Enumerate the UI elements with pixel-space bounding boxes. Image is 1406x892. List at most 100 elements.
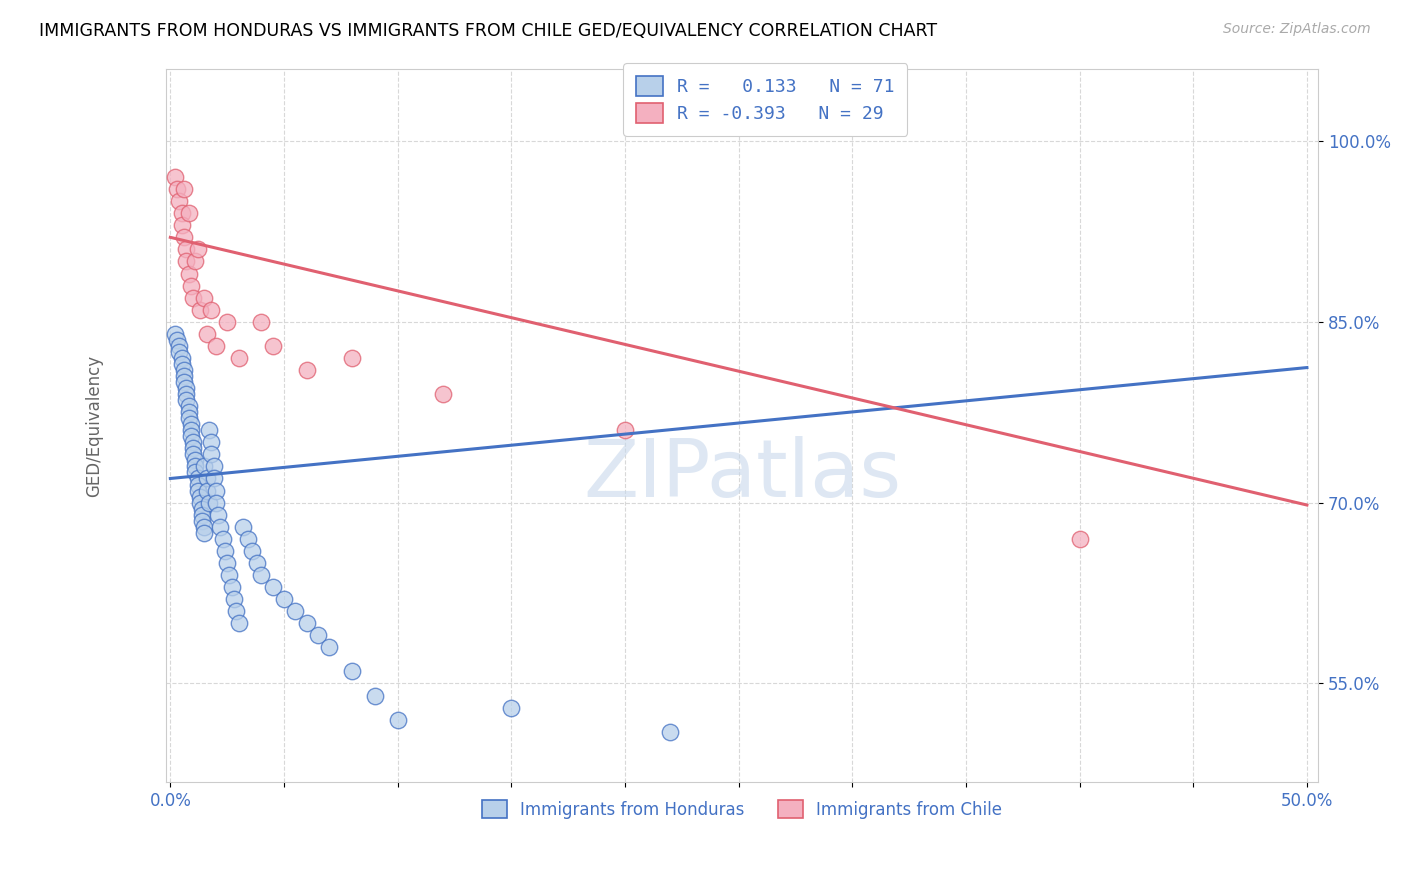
Point — [181, 435, 204, 450]
Point — [195, 483, 218, 498]
Point — [614, 423, 637, 437]
Point — [173, 363, 195, 377]
Point — [318, 640, 340, 655]
Point — [193, 520, 215, 534]
Point — [188, 495, 211, 509]
Point — [191, 508, 214, 522]
Point — [177, 399, 200, 413]
Point — [191, 514, 214, 528]
Point — [200, 302, 222, 317]
Point — [211, 532, 233, 546]
Point — [202, 459, 225, 474]
Point — [170, 206, 193, 220]
Point — [214, 544, 236, 558]
Point — [204, 495, 226, 509]
Point — [163, 169, 186, 184]
Point — [177, 267, 200, 281]
Text: ZIPatlas: ZIPatlas — [583, 436, 901, 515]
Point — [184, 453, 207, 467]
Point — [221, 580, 243, 594]
Point — [166, 333, 188, 347]
Point — [200, 447, 222, 461]
Point — [228, 351, 250, 365]
Point — [225, 604, 247, 618]
Point — [340, 665, 363, 679]
Point — [195, 326, 218, 341]
Point — [659, 724, 682, 739]
Point — [180, 423, 202, 437]
Point — [198, 495, 221, 509]
Point — [295, 363, 318, 377]
Point — [198, 423, 221, 437]
Point — [236, 532, 259, 546]
Point — [177, 411, 200, 425]
Point — [169, 339, 191, 353]
Point — [202, 471, 225, 485]
Point — [222, 592, 245, 607]
Point — [187, 483, 209, 498]
Text: Source: ZipAtlas.com: Source: ZipAtlas.com — [1223, 22, 1371, 37]
Text: IMMIGRANTS FROM HONDURAS VS IMMIGRANTS FROM CHILE GED/EQUIVALENCY CORRELATION CH: IMMIGRANTS FROM HONDURAS VS IMMIGRANTS F… — [39, 22, 938, 40]
Point — [181, 447, 204, 461]
Point — [191, 501, 214, 516]
Point — [250, 315, 273, 329]
Point — [295, 616, 318, 631]
Point — [204, 339, 226, 353]
Legend: Immigrants from Honduras, Immigrants from Chile: Immigrants from Honduras, Immigrants fro… — [475, 793, 1010, 825]
Point — [180, 417, 202, 432]
Point — [173, 375, 195, 389]
Point — [246, 556, 269, 570]
Point — [217, 315, 239, 329]
Point — [181, 291, 204, 305]
Point — [166, 182, 188, 196]
Point — [170, 357, 193, 371]
Point — [193, 459, 215, 474]
Point — [184, 254, 207, 268]
Point — [170, 219, 193, 233]
Point — [180, 278, 202, 293]
Point — [1069, 532, 1091, 546]
Point — [173, 182, 195, 196]
Point — [232, 520, 254, 534]
Point — [170, 351, 193, 365]
Point — [204, 483, 226, 498]
Point — [184, 459, 207, 474]
Point — [187, 477, 209, 491]
Point — [217, 556, 239, 570]
Point — [284, 604, 307, 618]
Point — [387, 713, 409, 727]
Point — [193, 291, 215, 305]
Y-axis label: GED/Equivalency: GED/Equivalency — [86, 354, 103, 497]
Point — [262, 339, 284, 353]
Point — [262, 580, 284, 594]
Point — [364, 689, 387, 703]
Point — [273, 592, 295, 607]
Point — [501, 700, 523, 714]
Point — [174, 387, 197, 401]
Point — [207, 508, 229, 522]
Point — [188, 302, 211, 317]
Point — [200, 435, 222, 450]
Point — [174, 243, 197, 257]
Point — [174, 393, 197, 408]
Point — [193, 525, 215, 540]
Point — [173, 230, 195, 244]
Point — [340, 351, 363, 365]
Point — [163, 326, 186, 341]
Point — [173, 369, 195, 384]
Point — [187, 243, 209, 257]
Point — [184, 466, 207, 480]
Point — [187, 471, 209, 485]
Point — [188, 490, 211, 504]
Point — [240, 544, 263, 558]
Point — [181, 442, 204, 456]
Point — [218, 568, 240, 582]
Point — [174, 381, 197, 395]
Point — [250, 568, 273, 582]
Point — [195, 471, 218, 485]
Point — [177, 206, 200, 220]
Point — [174, 254, 197, 268]
Point — [169, 194, 191, 209]
Point — [432, 387, 454, 401]
Point — [228, 616, 250, 631]
